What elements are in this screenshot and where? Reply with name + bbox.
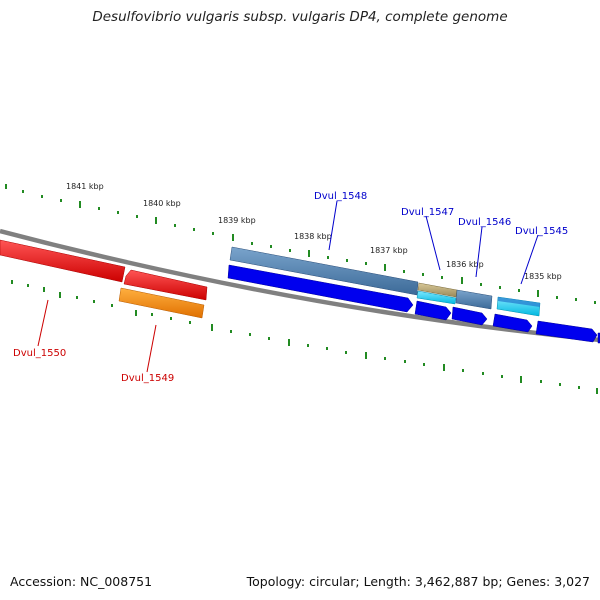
tick-label-1839: 1839 kbp [218,216,256,225]
leader-dvul-1545 [520,234,539,285]
leader-dvul-1546 [475,226,483,278]
leader-dvul-1548 [328,200,338,251]
gene-dvul-1550[interactable] [0,239,126,283]
gene-dvul-1549[interactable] [118,287,205,319]
genome-summary: Topology: circular; Length: 3,462,887 bp… [246,574,590,589]
gene-dvul-1550b[interactable] [123,269,208,301]
tick-label-1836: 1836 kbp [446,260,484,269]
genome-backbone [0,228,600,343]
gene-label-dvul-1548[interactable]: Dvul_1548 [314,191,367,202]
leader-dvul-1550 [37,299,49,347]
tick-label-1840: 1840 kbp [143,199,181,208]
tick-label-1841: 1841 kbp [66,182,104,191]
tick-label-1835: 1835 kbp [524,272,562,281]
gene-label-dvul-1549[interactable]: Dvul_1549 [121,373,174,384]
tick-label-1838: 1838 kbp [294,232,332,241]
gene-label-dvul-1550[interactable]: Dvul_1550 [13,348,66,359]
leader-dvul-1547 [425,215,441,271]
lower-tick-ruler [11,280,598,394]
tick-label-1837: 1837 kbp [370,246,408,255]
gene-dvul-1548[interactable] [229,246,419,296]
gene-dvul-1547[interactable] [416,282,458,305]
accession-label: Accession: NC_008751 [10,574,153,589]
gene-label-dvul-1545[interactable]: Dvul_1545 [515,226,568,237]
gene-label-dvul-1547[interactable]: Dvul_1547 [401,207,454,218]
gene-dvul-1546[interactable] [455,289,493,310]
upper-tick-ruler [5,184,596,304]
gene-label-dvul-1546[interactable]: Dvul_1546 [458,217,511,228]
gene-dvul-1545[interactable] [496,296,541,317]
genome-title: Desulfovibrio vulgaris subsp. vulgaris D… [92,9,508,25]
leader-dvul-1549 [146,324,157,373]
cds-arrows-plus [227,264,600,344]
